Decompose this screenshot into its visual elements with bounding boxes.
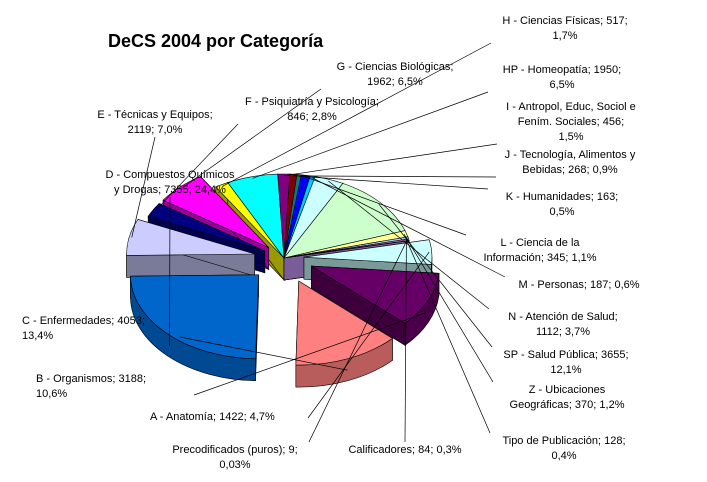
leader-line-HP [252, 91, 489, 179]
slice-label-C: C - Enfermedades; 4053; 13,4% [22, 315, 145, 342]
slice-label-K: K - Humanidades; 163; 0,5% [506, 191, 619, 218]
leader-line-H [222, 42, 492, 187]
slice-label-D: D - Compuestos Químicos y Drogas; 7355; 2… [106, 169, 235, 196]
leader-line-Z [403, 233, 494, 383]
slice-label-TP: Tipo de Publicación; 128; 0,4% [502, 435, 625, 462]
chart-title: DeCS 2004 por Categoría [108, 31, 324, 51]
slice-label-SP: SP - Salud Pública; 3655; 12,1% [503, 349, 628, 376]
leader-line-F [155, 123, 239, 211]
leader-line-G [181, 88, 322, 189]
pie-slice-F [147, 203, 265, 252]
slice-label-B: B - Organismos; 3188; 10,6% [36, 373, 146, 400]
slice-label-HP: HP - Homeopatía; 1950; 6,5% [503, 64, 621, 91]
leader-line-K [298, 175, 489, 190]
leader-line-CAL [404, 240, 407, 443]
slice-label-F: F - Psiquiatría y Psicología; 846; 2,8% [245, 96, 379, 123]
leader-line-A [307, 251, 430, 419]
pie-slice-G [162, 176, 269, 248]
slice-label-N: N - Atención de Salud; 1112; 3,7% [508, 311, 617, 338]
leader-line-J [293, 175, 497, 178]
leader-line-L [305, 176, 467, 236]
pie-slice-E [126, 219, 255, 256]
leader-line-I [283, 143, 498, 177]
pie-slice-PRE [283, 240, 410, 259]
leader-line-SP [378, 203, 493, 348]
pie-slice-B [311, 265, 440, 324]
slice-labels: A - Anatomía; 1422; 4,7% B - Organismos; … [22, 15, 640, 471]
slice-label-A: A - Anatomía; 1422; 4,7% [150, 411, 275, 423]
leader-line-E [131, 136, 156, 238]
slice-label-G: G - Ciencias Biológicas; 1962; 6,5% [337, 61, 454, 88]
slice-label-CAL: Calificadores; 84; 0,3% [348, 444, 461, 456]
pie-slices [126, 173, 440, 366]
leader-line-C [179, 336, 348, 371]
leader-line-PRE [308, 240, 407, 443]
leader-line-B [193, 312, 427, 396]
slice-label-E: E - Técnicas y Equipos; 2119; 7,0% [97, 109, 212, 136]
slice-label-M: M - Personas; 187; 0,6% [518, 279, 639, 291]
slice-label-L: L - Ciencia de la Información; 345; 1,1% [483, 237, 596, 264]
slice-label-J: J - Tecnología, Alimentos y Bebidas; 268;… [505, 149, 636, 176]
leader-line-TP [405, 238, 491, 434]
slice-label-PRE: Precodificados (puros); 9; 0,03% [172, 444, 297, 471]
pie-slice-C [295, 280, 393, 366]
slice-label-H: H - Ciencias Físicas; 517; 1,7% [502, 15, 627, 42]
leader-lines [131, 42, 506, 443]
slice-label-Z: Z - Ubicaciones Geográficas; 370; 1,2% [510, 384, 625, 411]
pie-slice-A [303, 239, 433, 265]
slice-label-I: I - Antropol, Educ, Sociol e Fením. Socia… [506, 101, 636, 143]
pie-slice-D [130, 274, 259, 360]
leader-line-M [312, 177, 506, 278]
